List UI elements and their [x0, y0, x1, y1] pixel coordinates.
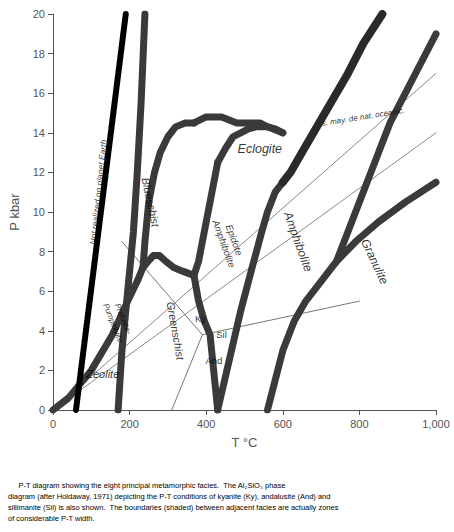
svg-text:10: 10 — [33, 206, 45, 218]
svg-text:8: 8 — [39, 246, 45, 258]
svg-text:diagram (after Holdaway, 1971): diagram (after Holdaway, 1971) depicting… — [8, 492, 330, 501]
svg-text:Not realized on planet Earth: Not realized on planet Earth — [88, 139, 109, 245]
svg-text:14: 14 — [33, 127, 45, 139]
svg-text:12: 12 — [33, 166, 45, 178]
svg-text:4: 4 — [39, 325, 45, 337]
svg-text:Greenschist: Greenschist — [165, 301, 187, 362]
svg-text:Sil: Sil — [216, 329, 227, 340]
svg-text:sillimanite (Sil) is also show: sillimanite (Sil) is also shown. The bou… — [8, 503, 339, 512]
svg-text:0: 0 — [50, 418, 56, 430]
svg-text:Amphibolite: Amphibolite — [210, 217, 238, 268]
svg-text:200: 200 — [120, 418, 138, 430]
svg-text:Granulite: Granulite — [358, 237, 391, 287]
svg-text:400: 400 — [197, 418, 215, 430]
svg-text:16: 16 — [33, 87, 45, 99]
svg-text:P kbar: P kbar — [7, 193, 22, 231]
svg-text:Ky: Ky — [195, 313, 206, 324]
svg-text:0: 0 — [39, 404, 45, 416]
svg-text:s. may. de nat. oceanic.: s. may. de nat. oceanic. — [321, 106, 405, 128]
svg-text:And: And — [205, 355, 222, 366]
svg-text:6: 6 — [39, 285, 45, 297]
svg-text:2: 2 — [39, 364, 45, 376]
svg-text:800: 800 — [350, 418, 368, 430]
svg-text:18: 18 — [33, 48, 45, 60]
svg-text:600: 600 — [274, 418, 292, 430]
svg-text:T °C: T °C — [232, 435, 258, 450]
svg-text:Prehnite-: Prehnite- — [113, 302, 134, 336]
svg-text:20: 20 — [33, 8, 45, 20]
svg-text:1,000: 1,000 — [422, 418, 450, 430]
svg-text:Epidote: Epidote — [223, 222, 245, 257]
svg-text:P-T diagram showing the eight: P-T diagram showing the eight principal … — [8, 481, 285, 490]
svg-text:Amphibolite: Amphibolite — [280, 209, 315, 274]
svg-text:Eclogite: Eclogite — [238, 142, 283, 156]
svg-text:Blueschist: Blueschist — [140, 176, 162, 228]
svg-text:of considerable P-T width.: of considerable P-T width. — [8, 514, 95, 523]
svg-text:Pumpellyite: Pumpellyite — [101, 302, 125, 344]
svg-text:Zeolite: Zeolite — [85, 368, 119, 380]
